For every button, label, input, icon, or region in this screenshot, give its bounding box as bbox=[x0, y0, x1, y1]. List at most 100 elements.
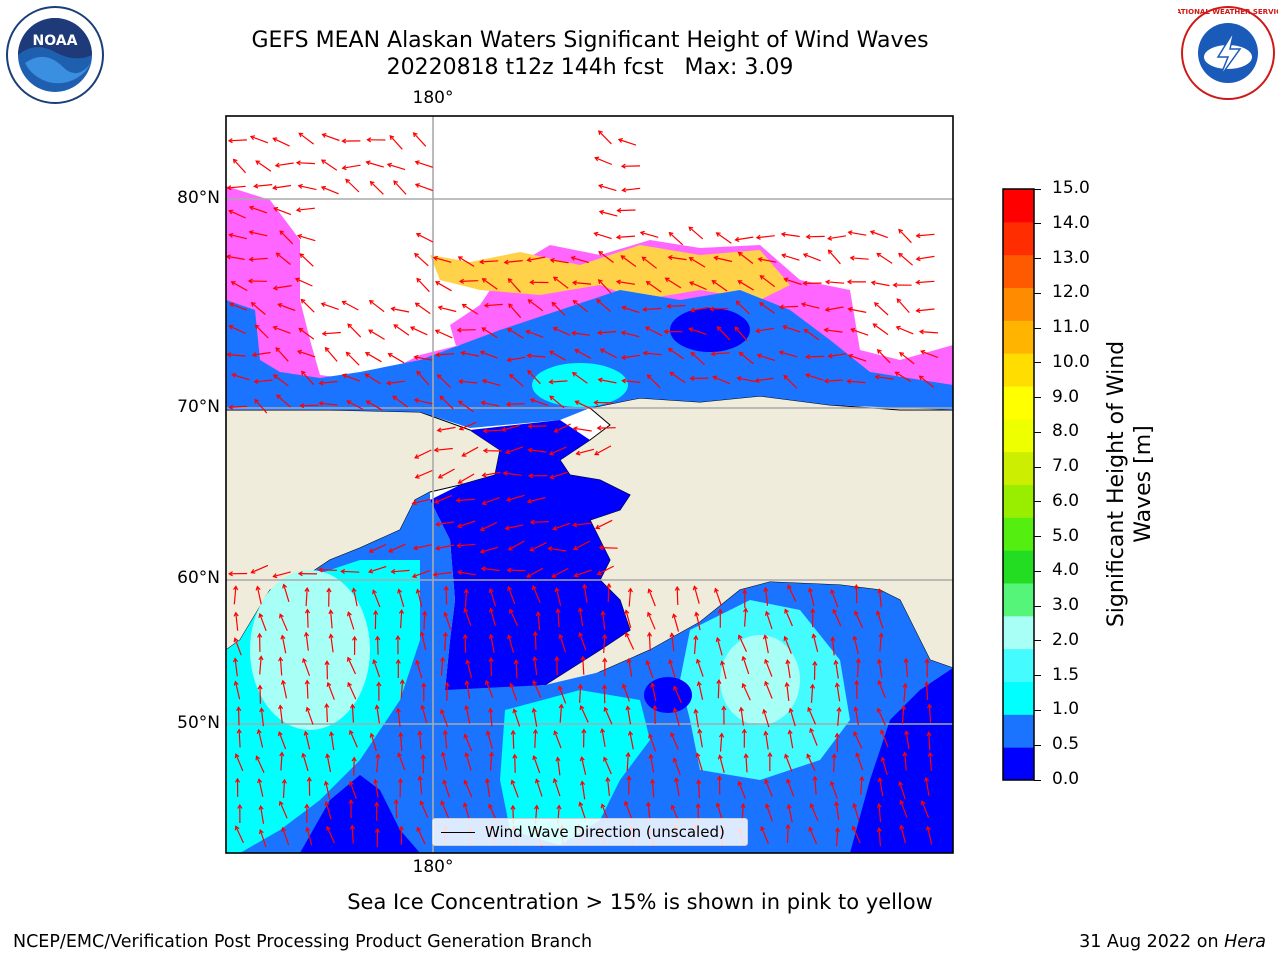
wave-arrow bbox=[851, 328, 869, 336]
wave-arrow bbox=[508, 278, 521, 293]
wave-arrow bbox=[874, 302, 889, 316]
wave-arrow bbox=[234, 638, 242, 656]
wave-arrow-head bbox=[237, 803, 243, 809]
wave-arrow-head bbox=[532, 630, 538, 636]
wave-arrow-head bbox=[368, 548, 374, 553]
wave-arrow-head bbox=[672, 707, 678, 713]
wave-arrow-head bbox=[456, 523, 463, 529]
wave-arrow bbox=[557, 757, 561, 776]
wave-arrow bbox=[836, 683, 841, 702]
wave-arrow-head bbox=[548, 350, 555, 356]
wave-arrow bbox=[806, 374, 824, 381]
wave-arrow-head bbox=[413, 354, 419, 360]
wave-arrow bbox=[848, 354, 867, 362]
wave-arrow-head bbox=[305, 706, 311, 712]
arctic-water bbox=[226, 290, 953, 428]
wave-arrow bbox=[896, 298, 910, 313]
wave-arrow-head bbox=[351, 635, 358, 641]
wave-arrow-head bbox=[258, 828, 264, 835]
wave-arrow-head bbox=[642, 350, 648, 356]
wave-arrow bbox=[481, 401, 500, 407]
wave-arrow-head bbox=[572, 522, 578, 528]
wave-arrow bbox=[716, 232, 732, 244]
wave-arrow-head bbox=[463, 588, 469, 594]
wave-arrow-head bbox=[278, 656, 284, 662]
wave-arrow-head bbox=[572, 545, 579, 551]
wave-arrow-head bbox=[806, 753, 812, 759]
wave-arrow-head bbox=[348, 729, 354, 735]
colorbar-segment bbox=[1003, 189, 1034, 223]
wave-arrow-head bbox=[459, 278, 464, 284]
wave-arrow bbox=[526, 330, 544, 338]
wave-arrow bbox=[572, 372, 588, 384]
wave-arrow bbox=[466, 681, 471, 700]
wave-arrow-head bbox=[374, 704, 380, 710]
wave-arrow bbox=[229, 234, 248, 240]
wave-arrow-head bbox=[249, 135, 256, 141]
wave-arrow bbox=[626, 706, 632, 725]
wave-arrow-head bbox=[693, 634, 699, 640]
wave-arrow-head bbox=[279, 613, 284, 619]
wave-arrow-head bbox=[274, 162, 280, 168]
colorbar-tick-label: 0.5 bbox=[1052, 734, 1080, 755]
wave-arrow bbox=[321, 303, 339, 310]
wave-arrow-head bbox=[693, 708, 699, 714]
wave-arrow bbox=[279, 230, 294, 245]
wave-arrow-head bbox=[346, 656, 352, 662]
wave-arrow-head bbox=[717, 608, 723, 614]
wave-arrow-head bbox=[529, 546, 535, 552]
colorbar-segment bbox=[1003, 681, 1034, 715]
wave-arrow-head bbox=[228, 571, 233, 577]
wave-arrow-head bbox=[413, 398, 419, 404]
wave-arrow bbox=[553, 522, 571, 530]
wave-arrow bbox=[349, 730, 358, 748]
wave-arrow bbox=[617, 280, 635, 285]
wave-arrow-head bbox=[720, 660, 726, 666]
wave-arrow bbox=[306, 680, 309, 699]
wave-arrow-head bbox=[488, 633, 494, 640]
wave-arrow-head bbox=[764, 778, 770, 785]
wave-arrow-head bbox=[345, 351, 351, 357]
wave-arrow-head bbox=[255, 585, 261, 591]
wave-arrow bbox=[254, 399, 268, 414]
wave-arrow-head bbox=[257, 632, 263, 638]
wave-arrow-head bbox=[582, 583, 588, 589]
wave-arrow-head bbox=[876, 826, 882, 832]
wave-arrow bbox=[690, 352, 706, 366]
wave-arrow-head bbox=[548, 379, 554, 385]
wave-arrow bbox=[763, 709, 770, 728]
wave-arrow-head bbox=[696, 779, 702, 784]
wave-arrow-head bbox=[324, 702, 330, 708]
wave-arrow-head bbox=[809, 683, 816, 689]
wave-arrow-head bbox=[442, 631, 449, 637]
wave-arrow-head bbox=[272, 285, 278, 291]
wave-arrow-head bbox=[626, 657, 632, 664]
wave-arrow-head bbox=[534, 778, 540, 784]
wave-arrow bbox=[669, 371, 686, 384]
wave-arrow-head bbox=[650, 778, 656, 784]
wave-arrow bbox=[533, 708, 538, 727]
wave-arrow-head bbox=[444, 681, 450, 687]
wave-arrow bbox=[300, 299, 315, 313]
wave-arrow-head bbox=[250, 568, 256, 574]
wave-arrow bbox=[282, 680, 288, 699]
wave-arrow-head bbox=[621, 187, 627, 193]
wave-arrow bbox=[738, 252, 754, 264]
wave-arrow-head bbox=[620, 255, 626, 260]
wave-arrow bbox=[553, 327, 571, 336]
wave-arrow-head bbox=[253, 183, 259, 189]
wave-arrow bbox=[298, 185, 317, 191]
wave-arrow-head bbox=[324, 660, 330, 666]
wave-arrow bbox=[878, 680, 886, 699]
wave-arrow-head bbox=[851, 825, 857, 831]
wave-arrow-head bbox=[416, 277, 422, 283]
wave-arrow-head bbox=[480, 400, 486, 406]
wave-arrow bbox=[322, 133, 340, 142]
wave-arrow bbox=[507, 356, 526, 361]
wave-arrow bbox=[366, 161, 384, 168]
wave-arrow bbox=[779, 351, 798, 358]
wave-arrow-head bbox=[324, 800, 330, 806]
wave-arrow bbox=[925, 777, 930, 796]
wave-arrow bbox=[552, 567, 569, 578]
wave-arrow-head bbox=[527, 447, 533, 453]
